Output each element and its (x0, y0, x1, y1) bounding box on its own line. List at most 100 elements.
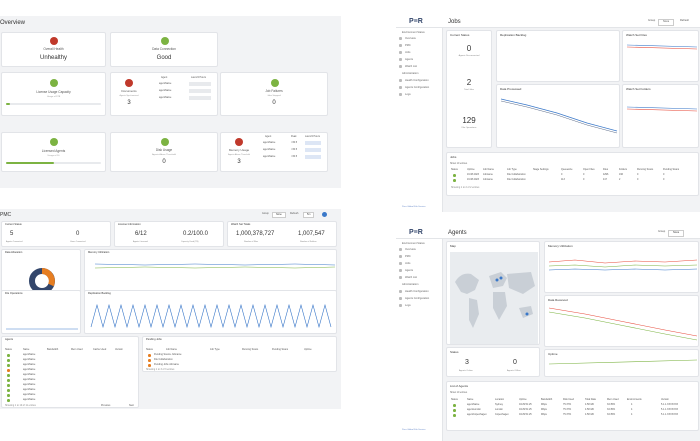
group-select[interactable]: None (272, 212, 286, 219)
license-progress (6, 103, 101, 105)
job-failures-card[interactable]: Job Failures Jobs Stopped 0 (220, 72, 328, 116)
memory-utilization-chart: Memory Utilization (84, 249, 337, 293)
card-sub: Usage of 10 (47, 155, 60, 157)
sidebar-item-environment[interactable]: Environment Status (402, 31, 425, 34)
text-label: Replication Backlog (500, 33, 527, 37)
text-label: File Collaboration (154, 358, 173, 361)
health-value: Unhealthy (39, 55, 68, 61)
agents-progress (6, 162, 101, 164)
table-row[interactable]: agentLondon London 04:29:51:25 Mbps 75.3… (451, 408, 696, 414)
pagination-previous[interactable]: Previous (101, 404, 111, 407)
card-label: Documents (121, 89, 137, 93)
licensed-agents-card[interactable]: Licensed Agents Usage of 10 (1, 132, 106, 172)
sidebar-item-agents-config[interactable]: Agents Configuration (405, 297, 430, 300)
text-label: Version (661, 398, 669, 401)
text-label: Agents Connected (6, 241, 23, 243)
entries-select[interactable]: Show 10 entries (450, 391, 468, 394)
text-label: 75.37% (563, 408, 572, 411)
sidebar-item-agents[interactable]: Agents (405, 58, 414, 61)
text-label: agentName (23, 358, 36, 361)
text-label: 6/12 (135, 231, 147, 237)
text-label: 0 (637, 178, 639, 181)
text-label: License Information (118, 223, 141, 226)
sidebar-item-logs[interactable]: Logs (405, 304, 411, 307)
text-label: Peak (291, 135, 297, 138)
card-sub: Jobs Stopped (267, 95, 281, 97)
text-label: 33.35% (607, 413, 616, 416)
health-icon (50, 37, 58, 45)
text-label: Job Name (166, 348, 177, 351)
text-label: Uptime (304, 348, 312, 351)
sidebar-item-jobs[interactable]: Jobs (405, 51, 411, 54)
text-label: Agents Offline (507, 370, 521, 372)
text-label: 4.58 GB (585, 403, 594, 406)
sidebar-item-jobs[interactable]: Jobs (405, 262, 411, 265)
table-row[interactable]: 16.08.2023 Jobname File Collaboration 11… (451, 178, 696, 184)
disk-usage-card[interactable]: Disk Usage Agents Above Threshold 0 (110, 132, 218, 172)
license-usage-card[interactable]: License Usage Capacity Usage of 5TB (1, 72, 106, 116)
sidebar-item-administration[interactable]: Administration (402, 72, 419, 75)
text-label: Status (5, 348, 12, 351)
sidebar-item-logs[interactable]: Logs (405, 93, 411, 96)
text-label: Watch Set Folders (626, 87, 651, 91)
refresh-icon[interactable] (322, 212, 327, 217)
sidebar-item-administration[interactable]: Administration (402, 283, 419, 286)
text-label: 0 (583, 173, 585, 176)
text-label: 16.08.2023 (467, 178, 479, 181)
refresh-select[interactable]: 5m (303, 212, 315, 219)
watch-set-files-chart: Watch Set Files (622, 30, 699, 82)
overall-health-card[interactable]: Overall Health Unhealthy (1, 32, 106, 67)
text-label: Mem Used (607, 398, 619, 401)
sidebar-item-agents[interactable]: Agents (405, 269, 414, 272)
card-label: Overall Health (43, 47, 64, 51)
text-label: Showing 1 to 3 of 3 entries (146, 368, 175, 371)
sidebar-item-overview[interactable]: Overview (405, 248, 416, 251)
agents-table: Agents Status Name Bandwidth Mem Used Ca… (1, 336, 139, 408)
text-label: Pending Source Jobname (154, 353, 182, 356)
text-label: Pending Jobs Jobname (154, 363, 179, 366)
text-label: Pending Scans (663, 168, 680, 171)
group-select[interactable]: None (668, 230, 685, 237)
text-label: 0 (513, 359, 517, 366)
watch-set-totals-card: Watch Set Totals 1,000,378,727 Number of… (227, 221, 337, 247)
text-label: Disk Used (563, 398, 574, 401)
sidebar-item-health-config[interactable]: Health Configuration (405, 79, 429, 82)
license-icon (50, 79, 58, 87)
page-title: Overview (0, 20, 26, 26)
agents-icon (50, 138, 58, 146)
data-connection-card[interactable]: Data Connection Good (110, 32, 218, 67)
group-label: Group (648, 19, 656, 22)
sidebar-item-health-config[interactable]: Health Configuration (405, 290, 429, 293)
text-label: 4.58 GB (585, 413, 594, 416)
text-label: Agents Disconnected (458, 55, 480, 57)
memory-usage-card[interactable]: Memory Usage Agents Above Threshold 3 Ag… (220, 132, 328, 172)
text-label: London (495, 408, 503, 411)
text-label: 1,007,547 (298, 231, 325, 237)
sidebar-item-pmc[interactable]: PMC (405, 255, 411, 258)
text-label: Running Scans (637, 168, 654, 171)
sidebar-item-agents-config[interactable]: Agents Configuration (405, 86, 430, 89)
sidebar-item-watch-list[interactable]: Watch List (405, 276, 418, 279)
sidebar-item-pmc[interactable]: PMC (405, 44, 411, 47)
documents-card[interactable]: Documents Agents Synchronized 3 Agent La… (110, 72, 218, 116)
text-label: Total Jobs (464, 89, 474, 91)
text-label: Pending Jobs (146, 338, 162, 341)
sidebar-item-overview[interactable]: Overview (405, 37, 416, 40)
entries-select[interactable]: Show 10 entries (450, 162, 468, 165)
text-label: Memory Utilization (548, 244, 573, 248)
table-row[interactable]: 16.08.2023 Jobname File Collaboration 0 … (451, 173, 696, 179)
table-row[interactable]: agentName Sydney 04:29:51:25 Mbps 75.37%… (451, 403, 696, 409)
table-row: agentName (263, 148, 276, 151)
sidebar: Environment Status Overview PMC Jobs Age… (396, 239, 443, 441)
pagination-next[interactable]: Next (129, 404, 134, 407)
table-row[interactable]: agentCopenhagen Copenhagen 04:29:51:25 M… (451, 413, 696, 419)
group-select[interactable]: None (658, 19, 675, 26)
text-label: 0 (637, 173, 639, 176)
text-label: Last 24 Hours (191, 76, 206, 79)
sidebar-item-watch-list[interactable]: Watch List (405, 65, 418, 68)
sidebar-item-environment[interactable]: Environment Status (402, 242, 425, 245)
text-label: Data Allocation (5, 251, 23, 254)
sidebar: Environment Status Overview PMC Jobs Age… (396, 28, 443, 212)
replication-backlog-chart: Replication Backlog (496, 30, 620, 82)
text-label: 04:29:51:25 (519, 413, 532, 416)
